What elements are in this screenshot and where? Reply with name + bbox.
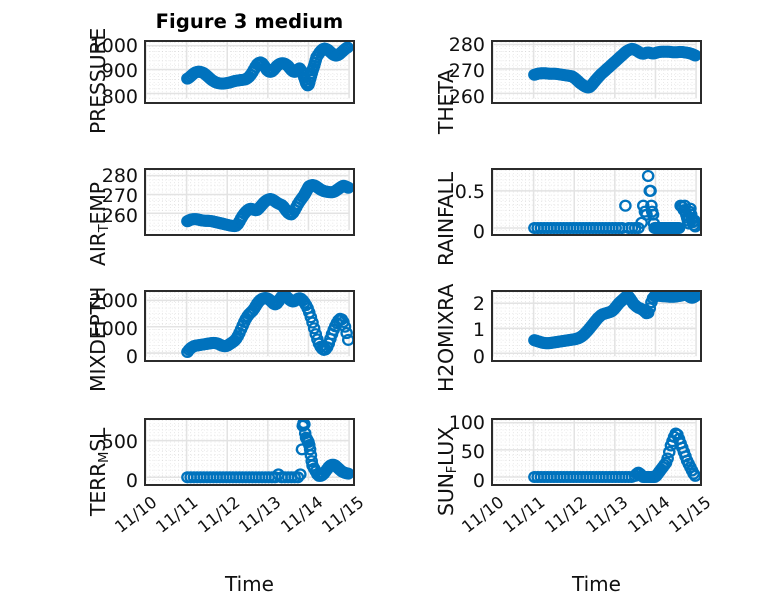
y-axis-label-terr_msl: TERRMSL: [86, 427, 112, 516]
plot-area-sun_flux: [491, 418, 702, 486]
y-tick-label-rainfall: 0: [472, 220, 485, 243]
figure-title: Figure 3 medium: [155, 10, 344, 33]
x-axis-label: Time: [225, 572, 274, 596]
plot-area-theta: [491, 40, 702, 104]
y-tick-label-air_temp: 270: [101, 185, 138, 207]
x-axis-label: Time: [572, 572, 621, 596]
plot-area-rainfall: [491, 168, 702, 236]
series-air_temp: [181, 179, 353, 233]
plot-area-pressure: [144, 40, 355, 104]
plot-area-h2omixra: [491, 290, 702, 362]
y-axis-label-mixdepth: MIXDEPTH: [86, 286, 110, 392]
series-mixdepth: [181, 292, 353, 359]
y-axis-label-rainfall: RAINFALL: [434, 172, 458, 266]
series-sun_flux: [528, 427, 700, 484]
y-tick-label-sun_flux: 100: [448, 411, 485, 434]
y-tick-label-air_temp: 280: [101, 165, 138, 187]
y-tick-label-air_temp: 260: [101, 205, 138, 227]
y-tick-label-h2omixra: 2: [472, 292, 485, 315]
y-tick-label-pressure: 1000: [89, 34, 138, 57]
y-tick-label-h2omixra: 0: [472, 345, 485, 368]
plot-area-mixdepth: [144, 290, 355, 362]
y-tick-label-h2omixra: 1: [472, 319, 485, 342]
y-tick-label-mixdepth: 0: [125, 345, 138, 368]
plot-area-air_temp: [144, 168, 355, 236]
y-tick-label-pressure: 900: [101, 60, 138, 83]
y-tick-label-sun_flux: 0: [472, 469, 485, 492]
y-tick-label-pressure: 800: [101, 85, 138, 108]
y-tick-label-theta: 260: [448, 85, 485, 108]
y-tick-label-mixdepth: 1000: [89, 317, 138, 340]
plot-area-terr_msl: [144, 418, 355, 486]
y-tick-label-rainfall: 0.5: [454, 181, 485, 204]
y-axis-label-air_temp: AIRTEMP: [86, 182, 112, 266]
y-tick-label-sun_flux: 50: [460, 440, 485, 463]
series-terr_msl: [181, 420, 353, 484]
series-theta: [528, 42, 700, 94]
y-tick-label-theta: 270: [448, 59, 485, 82]
y-tick-label-terr_msl: 0: [125, 469, 138, 492]
series-h2omixra: [528, 292, 700, 350]
series-rainfall: [528, 170, 700, 234]
y-axis-label-sun_flux: SUNFLUX: [434, 427, 460, 516]
series-pressure: [181, 42, 353, 92]
y-axis-label-pressure: PRESSURE: [86, 27, 110, 134]
y-tick-label-mixdepth: 2000: [89, 289, 138, 312]
y-tick-label-terr_msl: 500: [101, 430, 138, 453]
figure-canvas: 1000 900 800 PRESSURE Figure 3 medium 280 270 2…: [86, 10, 714, 596]
y-tick-label-theta: 280: [448, 33, 485, 56]
y-axis-label-theta: THETA: [434, 69, 458, 134]
y-axis-label-h2omixra: H2OMIXRA: [434, 283, 458, 392]
